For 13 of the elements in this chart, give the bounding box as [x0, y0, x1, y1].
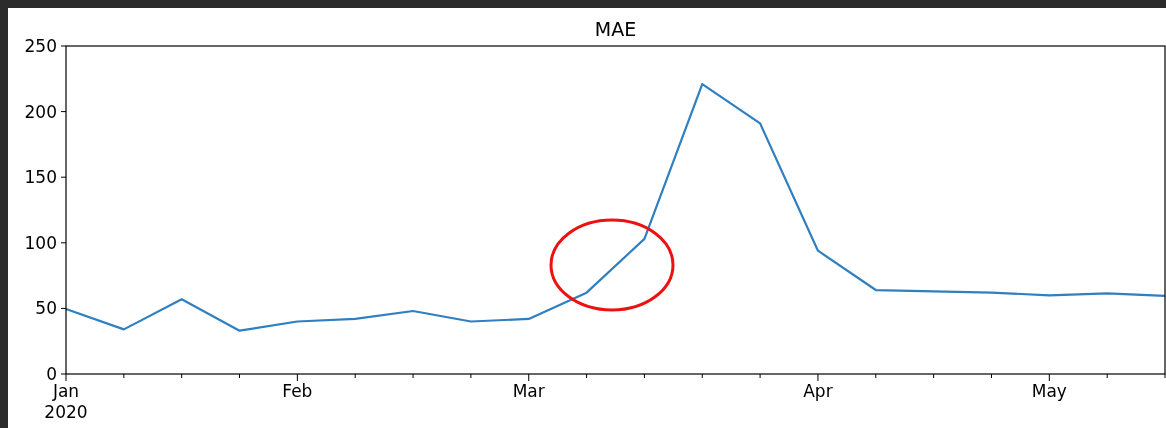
line-series: [64, 82, 1166, 332]
y-tick-label: 100: [24, 232, 57, 253]
chart-title: MAE: [594, 18, 637, 40]
y-tick-label: 50: [35, 298, 57, 319]
x-tick-label: May: [1031, 381, 1067, 401]
y-tick-label: 150: [24, 167, 57, 188]
x-tick-label: Mar: [512, 381, 545, 401]
x-tick-label: Apr: [803, 381, 833, 401]
y-tick-label: 200: [24, 101, 57, 122]
x-tick-label: Feb: [282, 381, 313, 401]
y-tick-label: 250: [24, 35, 57, 56]
x-tick-label: Jan 2020: [44, 381, 88, 422]
y-tick-label: 0: [46, 363, 57, 384]
